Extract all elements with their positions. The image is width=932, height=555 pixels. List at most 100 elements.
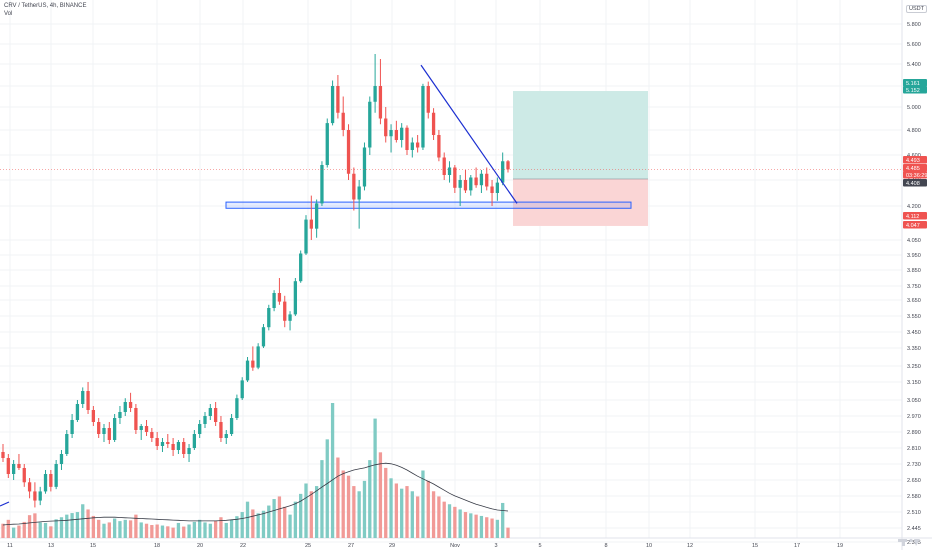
volume-bar: [1, 523, 5, 538]
candle-body: [261, 327, 266, 347]
candle-body: [304, 219, 308, 254]
candle: [192, 430, 197, 450]
candle: [256, 343, 260, 370]
candle: [458, 175, 462, 206]
volume-bar: [442, 501, 446, 538]
candle: [81, 387, 85, 408]
volume-bar: [267, 505, 271, 538]
candle-body: [442, 157, 446, 175]
candle-body: [54, 464, 58, 487]
candle: [229, 414, 234, 436]
candle: [139, 424, 143, 440]
candle: [198, 420, 202, 438]
x-axis-tick-label: 8: [604, 543, 607, 549]
candle: [485, 167, 489, 191]
candle-body: [219, 422, 223, 438]
candle: [474, 167, 478, 188]
candle: [27, 478, 32, 499]
volume-bar: [112, 518, 117, 538]
volume-bar: [389, 478, 393, 538]
candle-body: [245, 360, 250, 381]
candle-body: [38, 491, 42, 501]
candle: [91, 406, 96, 426]
price-unit-button[interactable]: USDT: [906, 5, 927, 13]
candle-body: [346, 130, 351, 174]
volume-bar: [256, 513, 260, 538]
candle: [213, 402, 218, 426]
y-axis-tick-label: 2.580: [907, 494, 921, 500]
volume-bar: [506, 527, 510, 538]
candle-body: [336, 86, 340, 113]
candle-body: [128, 402, 133, 408]
volume-bar: [118, 521, 122, 538]
volume-bar: [81, 504, 85, 538]
y-axis-tick-label: 3.950: [907, 253, 921, 259]
candle-body: [362, 147, 367, 187]
volume-bar: [293, 501, 298, 538]
price-axis-label-badge: [903, 212, 927, 220]
candle-body: [405, 127, 409, 150]
candle: [166, 434, 170, 448]
volume-bar: [458, 509, 462, 538]
candle: [208, 404, 212, 420]
candle-body: [426, 86, 430, 113]
volume-bar: [166, 526, 170, 538]
candle: [346, 124, 351, 180]
candle-body: [437, 135, 441, 158]
x-axis-tick-label: 5: [538, 543, 541, 549]
candle: [447, 161, 452, 183]
volume-bar: [341, 470, 345, 538]
volume-bar: [70, 513, 74, 538]
candle-body: [469, 177, 473, 191]
candle: [453, 165, 457, 193]
volume-bar: [346, 475, 351, 538]
candle: [251, 346, 255, 371]
candle-body: [118, 412, 122, 418]
volume-bar: [33, 513, 37, 538]
volume-bar: [38, 522, 42, 538]
candle-body: [272, 293, 276, 308]
candle-body: [6, 458, 10, 474]
candle-body: [288, 314, 292, 321]
x-axis-tick-label: 22: [240, 543, 246, 549]
y-axis-tick-label: 3.550: [907, 314, 921, 320]
candle-body: [213, 408, 218, 422]
volume-bar: [208, 523, 212, 538]
candle-body: [357, 186, 361, 200]
volume-bar: [261, 510, 266, 538]
x-axis-tick-label: 13: [48, 543, 54, 549]
volume-bar: [235, 516, 239, 538]
candle: [261, 324, 266, 348]
candle: [378, 59, 383, 125]
price-axis-label-badge: [903, 164, 927, 172]
volume-bar: [11, 527, 16, 538]
x-axis-tick-label: 3: [494, 543, 497, 549]
candle: [330, 80, 335, 126]
price-axis-label-badge: [903, 156, 927, 164]
volume-bar: [22, 521, 26, 538]
price-axis-label-badge: [903, 221, 927, 229]
y-axis-tick-label: 2.445: [907, 526, 921, 532]
candle-body: [240, 380, 244, 399]
candle-body: [81, 391, 85, 404]
candle: [144, 420, 149, 436]
candle: [123, 398, 127, 416]
volume-bar: [490, 518, 494, 538]
candle: [128, 392, 133, 412]
candle-body: [320, 165, 324, 204]
symbol-title: CRV / TetherUS, 4h, BINANCE: [4, 3, 87, 9]
volume-bar: [123, 519, 127, 538]
candle: [490, 180, 494, 206]
x-axis-tick-label: 15: [90, 543, 96, 549]
x-axis-tick-label: 25: [305, 543, 311, 549]
candle: [155, 432, 159, 450]
candle: [309, 195, 313, 240]
candle: [54, 460, 58, 490]
candle: [38, 486, 42, 506]
volume-bar: [107, 522, 111, 538]
candle: [1, 444, 5, 462]
candle: [59, 450, 64, 470]
candle: [245, 357, 250, 382]
